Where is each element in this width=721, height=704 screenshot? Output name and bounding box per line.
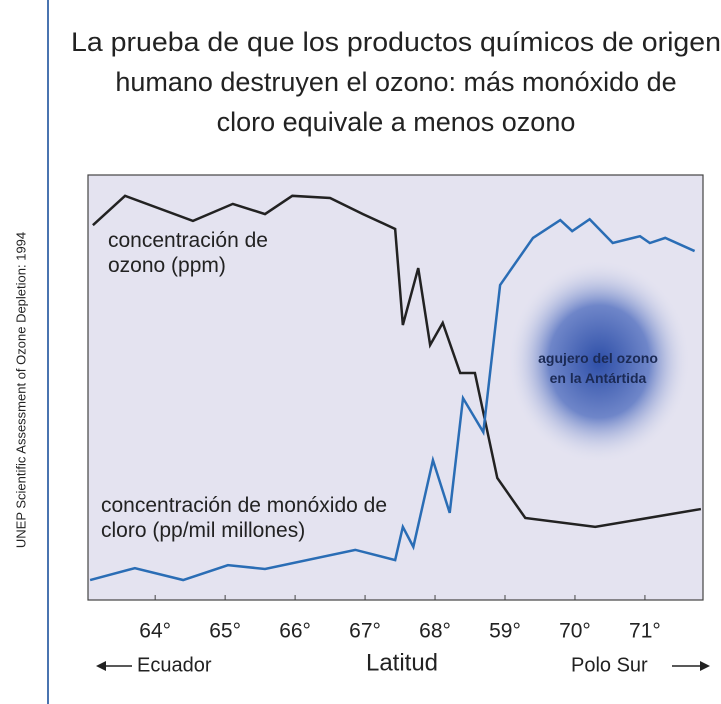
series-label: concentración de monóxido de cloro (pp/m… — [101, 494, 388, 542]
x-right-note: Polo Sur — [571, 654, 648, 676]
chart-title: La prueba de que los productos químicos … — [71, 27, 721, 57]
annotation: agujero del ozono en la Antártida — [538, 350, 658, 386]
chart-title: humano destruyen el ozono: más monóxido … — [115, 67, 676, 97]
x-tick-label: 65° — [209, 620, 241, 643]
x-tick-label: 70° — [559, 620, 591, 643]
x-tick-label: 64° — [139, 620, 171, 643]
x-tick-label: 68° — [419, 620, 451, 643]
x-tick-label: 71° — [629, 620, 661, 643]
x-axis-label: Latitud — [366, 649, 438, 676]
ozone-hole — [507, 259, 691, 464]
arrow-head — [96, 661, 106, 671]
x-tick-label: 66° — [279, 620, 311, 643]
x-tick-label: 59° — [489, 620, 521, 643]
series-line — [92, 194, 702, 529]
arrow-head — [700, 661, 710, 671]
source: UNEP Scientific Assessment of Ozone Depl… — [13, 232, 28, 548]
x-left-note: Ecuador — [137, 654, 212, 676]
series-line — [89, 217, 696, 582]
series-label: concentración de ozono (ppm) — [108, 229, 268, 277]
x-tick-label: 67° — [349, 620, 381, 643]
chart-title: cloro equivale a menos ozono — [217, 107, 576, 137]
